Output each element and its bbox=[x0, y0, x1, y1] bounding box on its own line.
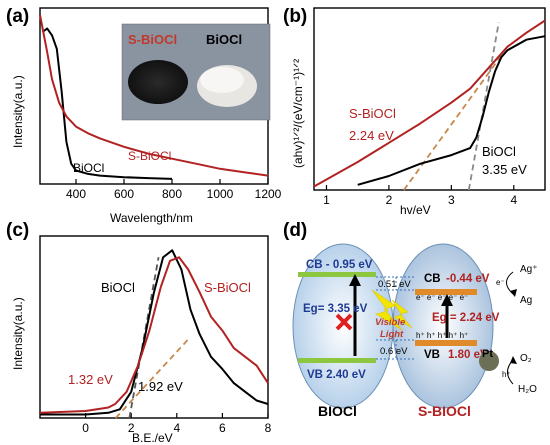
photo-label-biocl: BiOCl bbox=[206, 32, 242, 47]
tangent-line bbox=[467, 22, 500, 191]
s-biocl-name: S-BIOCl bbox=[418, 403, 471, 419]
x-tick-label: 2 bbox=[386, 193, 393, 207]
photo-frame bbox=[121, 23, 271, 121]
label-eg-s-biocl: 2.24 eV bbox=[349, 128, 394, 143]
tangent-line bbox=[403, 54, 503, 191]
plot-frame bbox=[39, 235, 269, 419]
panel-a-xlabel: Wavelength/nm bbox=[110, 211, 193, 225]
panel-a-axes: 400 600 800 1000 1200 bbox=[39, 7, 282, 201]
label-s-biocl-c: S-BiOCl bbox=[204, 280, 251, 295]
panel-b-ylabel: (ahv)¹ᐟ²/(eV/cm⁻¹)¹ᐟ² bbox=[291, 59, 305, 168]
curve-label-s-biocl: S-BiOCl bbox=[128, 149, 171, 163]
curve-label-biocl: BiOCl bbox=[73, 161, 104, 175]
x-tick-label: 4 bbox=[173, 421, 180, 435]
biocl-cb-band bbox=[298, 272, 376, 277]
panel-a: (a) 400 600 800 1000 1200 Wavelength/nm Inte… bbox=[6, 6, 282, 225]
label-biocl-c: BiOCl bbox=[101, 280, 135, 295]
photo-label-s-biocl: S-BiOCl bbox=[128, 32, 177, 47]
panel-c-letter: (c) bbox=[6, 220, 29, 241]
x-tick-label: 2 bbox=[128, 421, 135, 435]
x-tick-label: 1000 bbox=[207, 187, 234, 201]
x-tick-label: 800 bbox=[162, 187, 182, 201]
panel-b: (b) 1 2 3 4 hv/eV (ahv)¹ᐟ²/(eV/cm⁻¹)¹ᐟ² S-B… bbox=[283, 6, 546, 217]
ag-plus-label: Ag⁺ bbox=[520, 264, 538, 275]
panel-b-axes: 1 2 3 4 bbox=[313, 7, 546, 207]
s-biocl-arrowhead bbox=[441, 294, 453, 306]
visible-light-line2: Light bbox=[380, 329, 404, 340]
oxidation-hole-label: h⁺ bbox=[502, 370, 511, 379]
panel-b-xlabel: hv/eV bbox=[400, 203, 431, 217]
s-biocl-powder bbox=[128, 60, 188, 104]
pt-particle bbox=[479, 351, 499, 371]
electron-row: e⁻ e⁻ e⁻ e⁻ e⁻ bbox=[416, 293, 468, 302]
panel-a-ylabel: Intensity(a.u.) bbox=[11, 75, 25, 148]
h2o-label: H₂O bbox=[518, 384, 537, 395]
panel-c-axes: 0 2 4 6 8 bbox=[39, 235, 272, 435]
s-biocl-vb-value: 1.80 eV bbox=[448, 349, 488, 361]
biocl-arrowhead bbox=[349, 274, 361, 286]
series-line-biocl bbox=[40, 249, 269, 416]
label-s-biocl: S-BiOCl bbox=[349, 106, 396, 121]
s-biocl-cb-band bbox=[415, 289, 477, 295]
s-biocl-vb-band bbox=[415, 340, 477, 346]
ag-electron-label: e⁻ bbox=[496, 278, 505, 287]
x-tick-label: 4 bbox=[510, 193, 517, 207]
x-tick-label: 400 bbox=[66, 187, 86, 201]
o2-label: O₂ bbox=[520, 353, 532, 364]
biocl-cb-label: CB - 0.95 eV bbox=[306, 259, 373, 271]
label-vb-biocl: 1.92 eV bbox=[138, 379, 183, 394]
vb-offset-label: 0.6 eV bbox=[380, 346, 408, 357]
biocl-eg-label: Eg= 3.35 eV bbox=[303, 303, 368, 315]
tangent-line bbox=[115, 338, 189, 419]
x-tick-label: 6 bbox=[219, 421, 226, 435]
x-tick-label: 600 bbox=[114, 187, 134, 201]
series-line-s-biocl bbox=[313, 19, 546, 188]
label-biocl: BiOCl bbox=[482, 144, 516, 159]
ag-label: Ag bbox=[520, 295, 532, 306]
s-biocl-cb-value: -0.44 eV bbox=[446, 273, 490, 285]
sample-photo: S-BiOCl BiOCl bbox=[121, 23, 271, 121]
series-line-s-biocl bbox=[39, 14, 269, 177]
panel-d: (d) CB - 0.95 eV Eg= 3.35 eV VB bbox=[283, 220, 538, 419]
hole-row: h⁺ h⁺ h⁺ h⁺ h⁺ bbox=[416, 331, 468, 340]
biocl-vb-label: VB 2.40 eV bbox=[307, 369, 366, 381]
light-bolt-icon-2 bbox=[391, 299, 413, 329]
x-tick-label: 1 bbox=[323, 193, 330, 207]
panel-a-letter: (a) bbox=[6, 6, 29, 27]
s-biocl-cb-prefix: CB bbox=[424, 273, 441, 285]
panel-b-letter: (b) bbox=[283, 6, 307, 27]
x-tick-label: 0 bbox=[82, 421, 89, 435]
blocked-cross-icon bbox=[335, 313, 353, 331]
x-tick-label: 1200 bbox=[255, 187, 282, 201]
panel-c-xlabel: B.E./eV bbox=[132, 431, 173, 445]
biocl-name: BIOCl bbox=[318, 403, 357, 419]
biocl-powder-highlight bbox=[200, 67, 244, 93]
label-vb-s-biocl: 1.32 eV bbox=[68, 372, 113, 387]
visible-light-line1: Visible bbox=[375, 317, 406, 328]
x-tick-label: 8 bbox=[265, 421, 272, 435]
series-line-biocl bbox=[357, 35, 546, 186]
s-biocl-oval bbox=[392, 243, 494, 409]
oxidation-arrowhead bbox=[510, 356, 517, 364]
ag-arrowhead bbox=[510, 289, 517, 297]
pt-label: Pt bbox=[482, 348, 493, 360]
plot-frame bbox=[313, 7, 546, 191]
series-line-s-biocl bbox=[39, 256, 269, 414]
panel-c-ylabel: Intensity(a.u.) bbox=[11, 297, 25, 370]
panel-d-letter: (d) bbox=[283, 220, 307, 241]
label-eg-biocl: 3.35 eV bbox=[482, 162, 527, 177]
x-tick-label: 3 bbox=[448, 193, 455, 207]
series-line-biocl bbox=[41, 27, 173, 180]
s-biocl-eg-label: Eg = 2.24 eV bbox=[432, 312, 500, 324]
cb-offset-label: 0.51 eV bbox=[378, 279, 411, 290]
biocl-vb-band bbox=[298, 358, 376, 363]
s-biocl-vb-prefix: VB bbox=[424, 349, 440, 361]
